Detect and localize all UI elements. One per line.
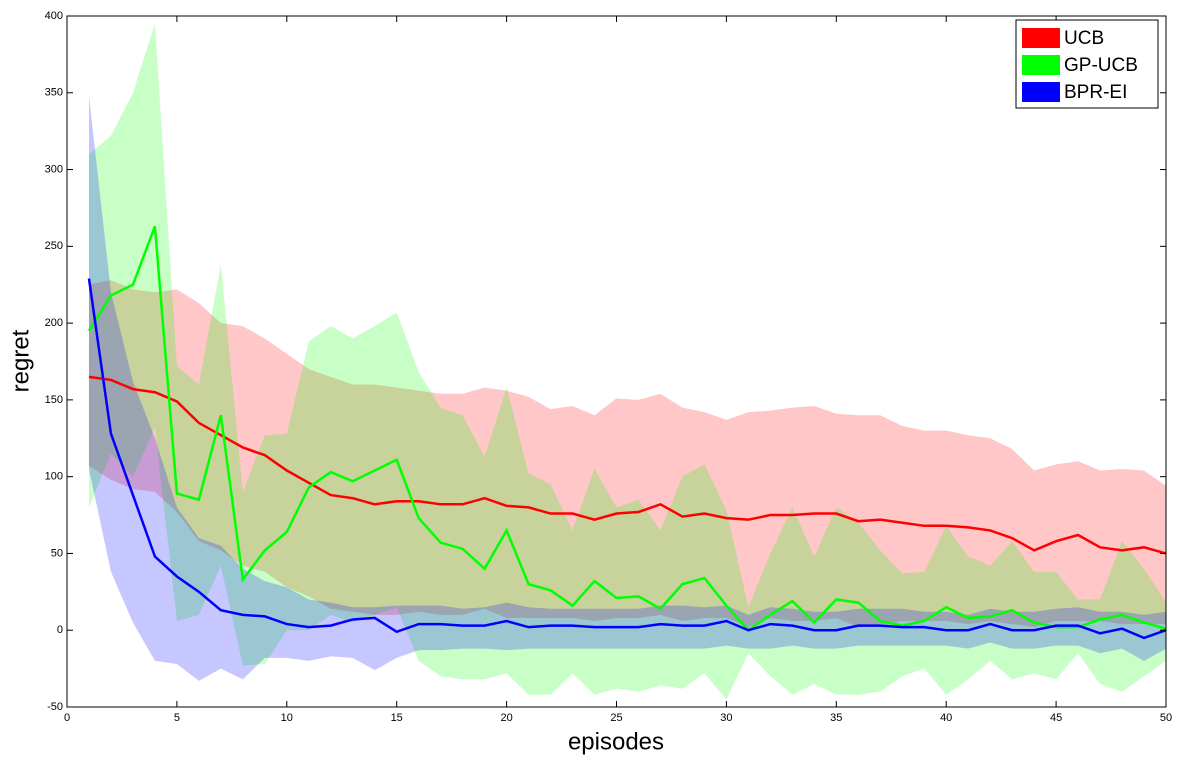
x-tick-label: 10 [281, 712, 293, 724]
legend-swatch [1022, 28, 1060, 48]
legend-label: UCB [1064, 28, 1104, 49]
series-line [87, 278, 1167, 640]
x-tick-label: 0 [64, 712, 70, 724]
confidence-band [88, 95, 1167, 681]
x-tick-label: 45 [1050, 712, 1062, 724]
y-tick-label: 0 [57, 624, 63, 636]
y-tick-label: 50 [51, 547, 63, 559]
confidence-band [88, 23, 1167, 700]
y-tick-label: 150 [45, 394, 63, 406]
x-tick-label: 50 [1160, 712, 1172, 724]
confidence-band [88, 280, 1167, 628]
legend-swatch [1022, 82, 1060, 102]
y-tick-label: 300 [45, 163, 63, 175]
x-axis-label: episodes [568, 728, 664, 755]
y-tick-label: 200 [45, 317, 63, 329]
x-tick-label: 25 [610, 712, 622, 724]
lines [87, 225, 1167, 640]
legend-label: BPR-EI [1064, 82, 1127, 103]
y-tick-label: 350 [45, 87, 63, 99]
x-tick-label: 5 [174, 712, 180, 724]
legend: UCB GP-UCB BPR-EI [1015, 19, 1159, 109]
y-tick-label: 400 [45, 10, 63, 22]
y-tick-label: 250 [45, 240, 63, 252]
x-tick-label: 15 [391, 712, 403, 724]
series-line [88, 375, 1167, 555]
series-line [87, 225, 1167, 632]
bands [88, 23, 1167, 700]
legend-swatch [1022, 55, 1060, 75]
y-axis-label: regret [7, 329, 34, 392]
x-tick-label: 20 [500, 712, 512, 724]
x-tick-label: 30 [720, 712, 732, 724]
x-tick-label: 40 [940, 712, 952, 724]
y-tick-label: -50 [47, 701, 63, 713]
x-tick-label: 35 [830, 712, 842, 724]
y-tick-label: 100 [45, 471, 63, 483]
legend-label: GP-UCB [1064, 55, 1138, 76]
